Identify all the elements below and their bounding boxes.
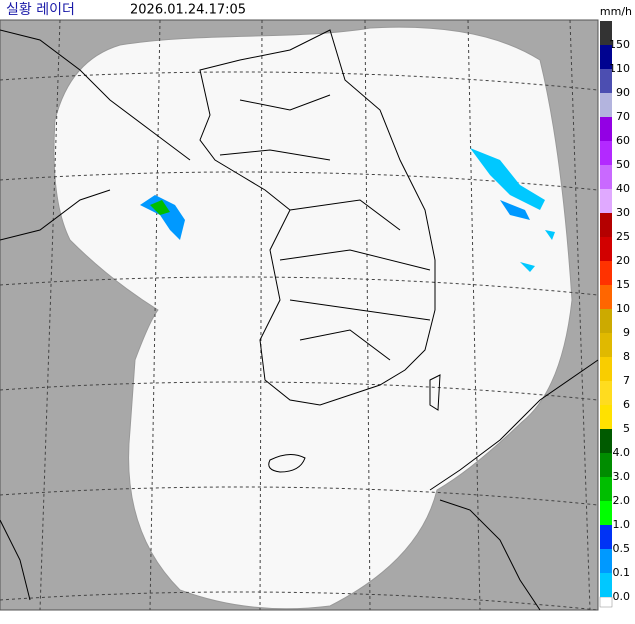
legend-label: 0.0 — [613, 590, 631, 603]
legend-label: 50 — [616, 158, 630, 171]
legend-swatch — [600, 405, 612, 429]
legend-label: 7 — [623, 374, 630, 387]
title: 실황 레이더 — [6, 2, 75, 18]
legend-label: 15 — [616, 278, 630, 291]
coastline — [0, 29, 599, 611]
legend-swatch — [600, 477, 612, 501]
legend-label: 0.5 — [613, 542, 631, 555]
precipitation — [140, 148, 555, 272]
legend-label: 1.0 — [613, 518, 631, 531]
legend-label: 4.0 — [613, 446, 631, 459]
legend-swatch — [600, 357, 612, 381]
legend-swatch — [600, 45, 612, 69]
legend: 150 110 90 70 60 50 40 30 25 20 15 10 9 8 7 6 5 4.0 3.0 2.0… — [599, 21, 631, 608]
legend-swatch — [600, 333, 612, 357]
legend-swatch — [600, 213, 612, 237]
legend-label: 5 — [623, 422, 630, 435]
legend-label: 30 — [616, 206, 630, 219]
unit: mm/h — [600, 5, 632, 18]
legend-base — [599, 596, 613, 608]
legend-swatch — [600, 285, 612, 309]
legend-label: 110 — [609, 62, 630, 75]
legend-swatch — [600, 525, 612, 549]
map — [0, 19, 599, 611]
legend-label: 150 — [609, 38, 630, 51]
legend-swatch — [600, 165, 612, 189]
legend-swatch — [600, 453, 612, 477]
legend-swatch — [600, 549, 612, 573]
legend-label: 70 — [616, 110, 630, 123]
legend-swatch — [600, 381, 612, 405]
coverage-area — [53, 26, 573, 610]
legend-label: 20 — [616, 254, 630, 267]
legend-label: 6 — [623, 398, 630, 411]
legend-swatch — [600, 429, 612, 453]
legend-swatch — [600, 261, 612, 285]
legend-swatch — [600, 501, 612, 525]
legend-swatch — [600, 189, 612, 213]
legend-swatch — [600, 309, 612, 333]
legend-label: 0.1 — [613, 566, 631, 579]
legend-label: 90 — [616, 86, 630, 99]
legend-swatch — [600, 117, 612, 141]
legend-swatch — [600, 237, 612, 261]
legend-label: 40 — [616, 182, 630, 195]
timestamp: 2026.01.24.17:05 — [130, 3, 246, 18]
legend-label: 2.0 — [613, 494, 631, 507]
legend-swatch — [600, 93, 612, 117]
legend-swatch — [600, 573, 612, 597]
graticule — [0, 19, 599, 611]
legend-label: 25 — [616, 230, 630, 243]
legend-label: 60 — [616, 134, 630, 147]
legend-swatch — [600, 21, 612, 45]
legend-label: 9 — [623, 326, 630, 339]
legend-swatch — [600, 69, 612, 93]
legend-swatch — [600, 141, 612, 165]
legend-label: 3.0 — [613, 470, 631, 483]
legend-label: 8 — [623, 350, 630, 363]
legend-label: 10 — [616, 302, 630, 315]
